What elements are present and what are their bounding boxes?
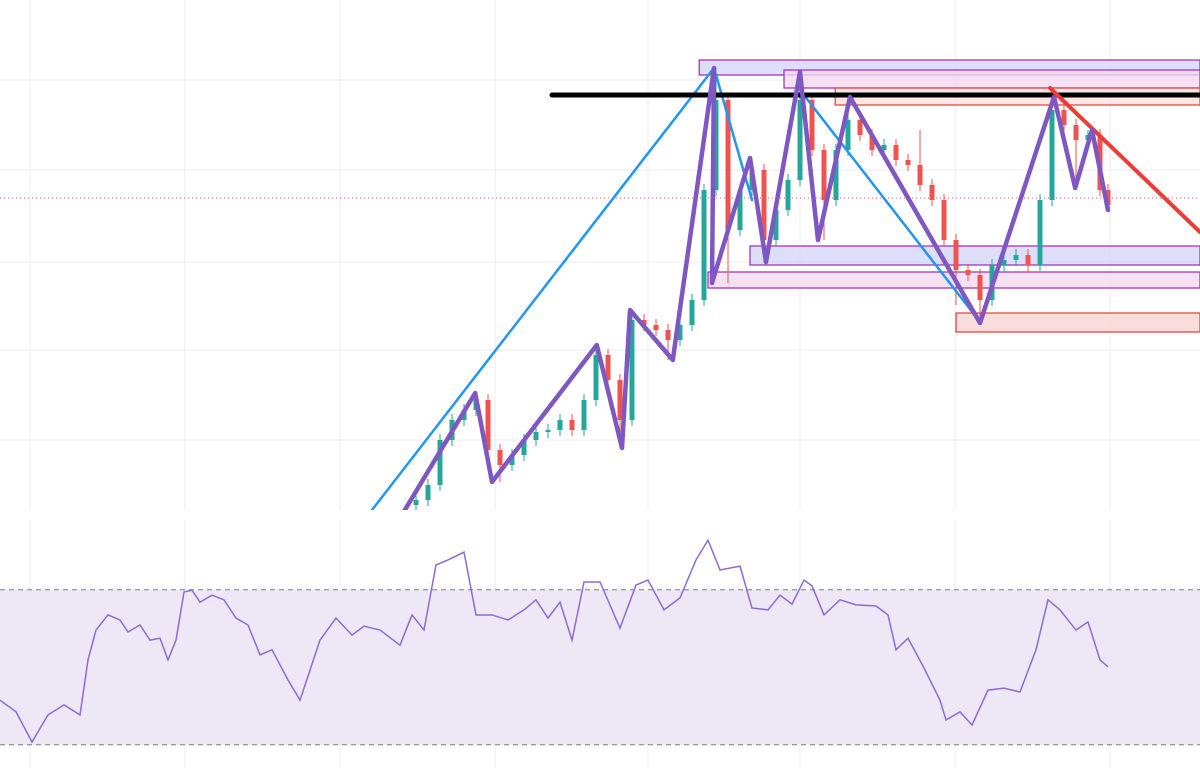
candle-body: [437, 440, 443, 485]
candle-body: [1105, 190, 1111, 205]
candle-body: [581, 400, 587, 430]
candle-body: [953, 240, 959, 270]
zone: [749, 245, 1200, 266]
candle-body: [617, 380, 623, 420]
zone: [783, 69, 1200, 89]
candle-body: [653, 325, 659, 330]
candle-body: [1073, 125, 1079, 140]
candle-body: [881, 145, 887, 150]
candle-body: [557, 420, 563, 430]
candle-body: [665, 330, 671, 340]
drawing-line: [1048, 86, 1200, 234]
candle-body: [773, 210, 779, 240]
candle-body: [1049, 110, 1055, 200]
rsi-line: [0, 538, 1109, 744]
candle-body: [857, 120, 863, 135]
candle-body: [569, 420, 575, 430]
candle-body: [1025, 255, 1031, 265]
price-panel: [0, 0, 1200, 510]
drawing-line: [402, 65, 1111, 510]
candle-body: [809, 100, 815, 150]
drawing-line: [370, 66, 716, 510]
candle-body: [893, 145, 899, 160]
candle-body: [521, 440, 527, 455]
candle-body: [737, 190, 743, 230]
zone: [955, 312, 1200, 333]
candle-body: [929, 185, 935, 200]
candle-body: [1037, 200, 1043, 265]
candle-body: [509, 455, 515, 465]
candle-body: [845, 120, 851, 150]
candle-body: [701, 190, 707, 300]
candle-body: [941, 200, 947, 240]
candle-body: [725, 100, 731, 230]
candle-body: [1001, 260, 1007, 265]
drawing-line: [798, 88, 982, 324]
candle-body: [785, 180, 791, 210]
candle-body: [425, 485, 431, 500]
candle-body: [413, 500, 419, 505]
drawing-line: [712, 66, 754, 202]
candle-body: [965, 270, 971, 275]
candle-body: [485, 400, 491, 450]
candle-body: [869, 135, 875, 150]
candle-body: [1013, 255, 1019, 260]
candle-body: [497, 450, 503, 465]
candle-body: [593, 355, 599, 400]
candle-body: [1061, 110, 1067, 125]
candle-body: [977, 275, 983, 300]
candle-body: [641, 320, 647, 325]
candle-body: [689, 300, 695, 325]
candle-body: [833, 150, 839, 200]
candle-body: [761, 170, 767, 240]
candle-body: [905, 160, 911, 165]
candle-body: [533, 432, 539, 440]
candle-body: [917, 165, 923, 185]
rsi-band: [0, 589, 1200, 745]
candle-body: [629, 320, 635, 420]
candle-body: [605, 355, 611, 380]
candle-body: [545, 430, 551, 432]
candle-body: [713, 100, 719, 190]
rsi-panel: [0, 520, 1200, 768]
candle-body: [797, 100, 803, 180]
candle-body: [821, 150, 827, 200]
candle-body: [677, 325, 683, 340]
